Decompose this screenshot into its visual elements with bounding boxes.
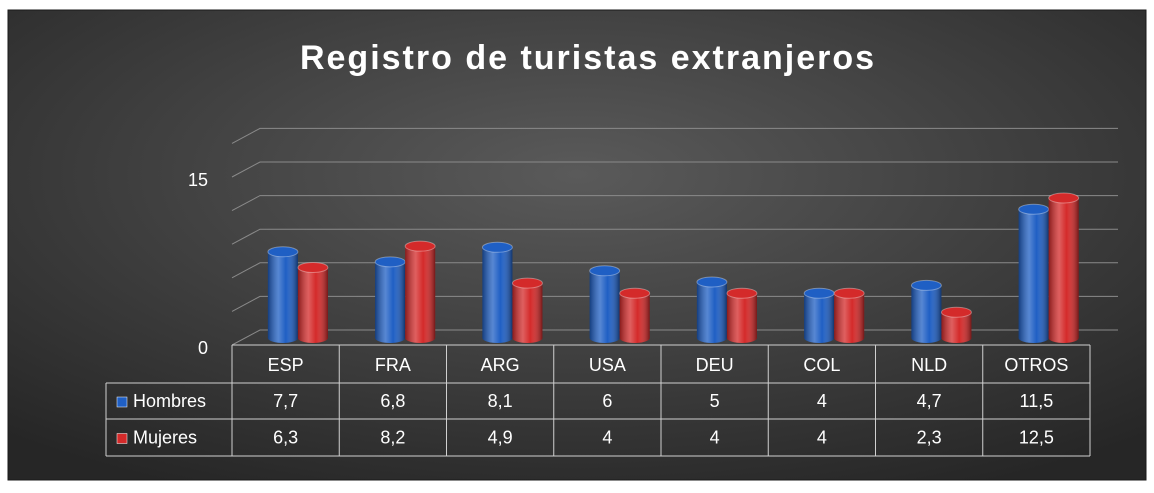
cylinder (1018, 203, 1050, 343)
data-label: 4,7 (917, 391, 942, 411)
bar-shade (619, 293, 650, 343)
x-tick-label: ARG (481, 355, 520, 375)
data-label: 5 (710, 391, 720, 411)
y-tick-label: 15 (188, 170, 208, 190)
cylinder (833, 287, 865, 343)
bar-shade (804, 293, 835, 343)
data-table: ESP FRA ARG USA DEU COL NLD OTROS Hombres 7,7 6,8 8… (105, 344, 1091, 457)
chart-title: Registro de turistas extranjeros (300, 39, 876, 77)
x-tick-label: ESP (268, 355, 304, 375)
x-tick-label: NLD (911, 355, 947, 375)
bar-top (696, 276, 728, 288)
bar-top (726, 287, 758, 299)
grid-line (231, 127, 1118, 144)
bar-shade (1018, 209, 1049, 343)
bar-shade (512, 283, 543, 343)
cylinder (726, 287, 758, 343)
bar-top (619, 287, 651, 299)
bar-shade (726, 293, 757, 343)
data-label: 4 (602, 427, 612, 447)
cylinder (404, 240, 436, 343)
bar-shade (405, 246, 436, 343)
grid-line (231, 161, 1118, 178)
bar-shade (1048, 198, 1079, 343)
bar-top (589, 265, 621, 277)
cylinder (481, 241, 513, 343)
data-label: 4 (817, 427, 827, 447)
grid-line (231, 228, 1118, 245)
y-tick-label: 0 (198, 338, 208, 358)
data-label: 6,3 (273, 427, 298, 447)
cylinder (910, 279, 942, 343)
bar-top (374, 256, 406, 268)
data-label: 11,5 (1020, 391, 1054, 411)
cylinder (696, 276, 728, 343)
legend-swatch (116, 433, 128, 444)
bar-top (481, 241, 513, 253)
data-label: 12,5 (1019, 427, 1054, 447)
bar-shade (297, 267, 328, 343)
cylinder (267, 246, 299, 343)
chart-background (7, 9, 1147, 481)
bar-top (1048, 192, 1080, 204)
x-tick-label: FRA (375, 355, 411, 375)
bar-top (297, 261, 329, 273)
x-tick-label: COL (803, 355, 840, 375)
bar-shade (267, 251, 298, 343)
bar-shade (375, 261, 406, 343)
bar-shade (834, 293, 865, 343)
bar-shade (941, 312, 972, 343)
cylinder (940, 306, 972, 343)
bar-top (1018, 203, 1050, 215)
cylinder (803, 287, 835, 343)
data-label: 4 (817, 391, 827, 411)
bar-top (833, 287, 865, 299)
data-label: 4,9 (488, 427, 513, 447)
bar-shade (911, 285, 942, 343)
cylinder (374, 256, 406, 343)
data-label: 8,2 (380, 427, 405, 447)
grid-line (231, 262, 1118, 279)
cylinder (589, 265, 621, 343)
x-tick-label: DEU (696, 355, 734, 375)
cylinder (1048, 192, 1080, 343)
legend-label: Mujeres (133, 427, 197, 447)
bar-shade (589, 270, 620, 343)
data-label: 2,3 (917, 427, 942, 447)
data-label: 8,1 (488, 391, 513, 411)
bar-top (910, 279, 942, 291)
bar-top (267, 246, 299, 258)
bar-top (940, 306, 972, 318)
bar-top (803, 287, 835, 299)
bar-shade (482, 247, 513, 343)
cylinder (619, 287, 651, 343)
grid-line (231, 195, 1118, 212)
legend-swatch (116, 396, 128, 408)
cylinder (297, 261, 329, 343)
data-label: 6,8 (380, 391, 405, 411)
data-label: 6 (602, 391, 612, 411)
bar-top (511, 277, 543, 289)
bar-shade (696, 282, 727, 343)
bars (267, 192, 1080, 343)
x-tick-label: USA (589, 355, 626, 375)
data-label: 7,7 (273, 391, 298, 411)
data-label: 4 (710, 427, 720, 447)
x-tick-label: OTROS (1004, 355, 1068, 375)
bar-top (404, 240, 436, 252)
cylinder (511, 277, 543, 343)
legend-label: Hombres (133, 391, 206, 411)
